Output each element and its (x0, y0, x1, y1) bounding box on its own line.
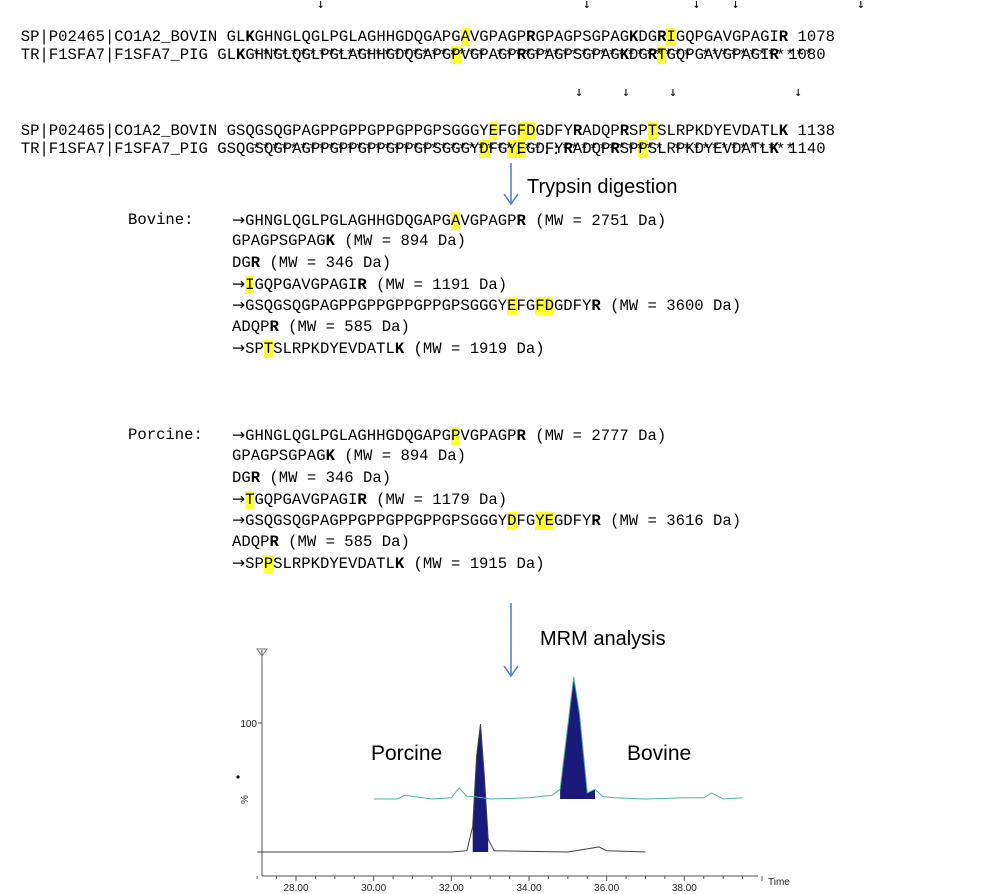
alignment-row: TR|F1SFA7|F1SFA7_PIG GSQGSQGPAGPPGPPGPPG… (2, 122, 826, 158)
flow-arrow-mrm (503, 603, 519, 678)
peptide-sequence: GHNGLQGLPGLAGHHGDQGAPGPVGPAGPR (245, 427, 526, 445)
sequence-name: SP|P02465|CO1A2_BOVIN (20, 122, 218, 140)
peptide-line: →GSQGSQGPAGPPGPPGPPGPPGPSGGGYDFGYEGDFYR … (232, 510, 741, 531)
peptide-line: ADQPR (MW = 585 Da) (232, 317, 410, 337)
peptide-line: →IGQPGAVGPAGIR (MW = 1191 Da) (232, 274, 507, 295)
y-tick-label: 100 (240, 719, 257, 730)
peptide-mw: (MW = 1919 Da) (404, 339, 545, 358)
selected-peptide-arrow-icon: → (232, 211, 246, 229)
sequence-end-position: 1140 (788, 140, 826, 158)
mrm-analysis-label: MRM analysis (540, 628, 666, 650)
peptide-mw: (MW = 3600 Da) (600, 297, 742, 316)
peptide-mw: (MW = 894 Da) (334, 447, 466, 466)
peptide-sequence: TGQPGAVGPAGIR (245, 490, 367, 509)
peptide-mw: (MW = 2751 Da) (525, 212, 667, 230)
group-label-bovine: Bovine: (128, 211, 194, 229)
peptide-mw: (MW = 894 Da) (334, 232, 466, 251)
mrm-chromatogram: 28.00 30.00 32.00 34.00 36.00 38.00 Time 100% Po… (236, 648, 790, 894)
x-tick-label: 36.00 (594, 883, 619, 894)
alignment-row: SP|P02465|CO1A2_BOVIN GSQGSQGPAGPPGPPGPP… (2, 104, 835, 140)
chromatogram-trace (373, 676, 743, 800)
x-tick-label: 34.00 (516, 883, 541, 894)
selected-peptide-arrow-icon: → (232, 511, 246, 530)
sequence-end-position: 1078 (797, 28, 835, 46)
peptide-line: →TGQPGAVGPAGIR (MW = 1179 Da) (232, 489, 507, 510)
alignment-row: SP|P02465|CO1A2_BOVIN GLKGHNGLQGLPGLAGHH… (2, 10, 835, 46)
peptide-sequence: SPTSLRPKDYEVDATLK (245, 339, 405, 358)
peak-fill (472, 724, 489, 852)
peptide-sequence: ADQPR (232, 317, 279, 336)
flow-arrow-digestion (503, 163, 519, 206)
consensus-line: ****************************:**::*******… (252, 141, 795, 159)
peptide-line: DGR (MW = 346 Da) (232, 253, 391, 273)
sequence-name: TR|F1SFA7|F1SFA7_PIG (20, 46, 208, 64)
selected-peptide-arrow-icon: → (232, 426, 246, 444)
selected-peptide-arrow-icon: → (232, 553, 246, 572)
peptide-sequence: GHNGLQGLPGLAGHHGDQGAPGAVGPAGPR (245, 212, 526, 230)
sequence-name: TR|F1SFA7|F1SFA7_PIG (20, 140, 208, 158)
stray-dot (236, 775, 240, 779)
peptide-line: →SPTSLRPKDYEVDATLK (MW = 1919 Da) (232, 338, 545, 359)
aligned-sequence: GSQGSQGPAGPPGPPGPPGPPGPSGGGYDFGYEGDFYRAD… (217, 140, 779, 158)
peptide-line: →GHNGLQGLPGLAGHHGDQGAPGAVGPAGPR (MW = 27… (232, 210, 666, 231)
peptide-mw: (MW = 346 Da) (260, 253, 392, 272)
alignment-row: TR|F1SFA7|F1SFA7_PIG GLKGHNGLQGLPGLAGHHG… (2, 28, 826, 64)
y-axis-label: % (240, 795, 251, 804)
peptide-mw: (MW = 585 Da) (278, 317, 410, 336)
cleavage-arrows-block-1: ↓ ↓ ↓ ↓ ↓ (262, 0, 865, 12)
selected-peptide-arrow-icon: → (232, 274, 246, 293)
peak-fill (560, 677, 595, 799)
peptide-line: ADQPR (MW = 585 Da) (232, 532, 410, 552)
peptide-line: DGR (MW = 346 Da) (232, 468, 391, 488)
peptide-sequence: ADQPR (232, 532, 279, 551)
peptide-sequence: GSQGSQGPAGPPGPPGPPGPPGPSGGGYDFGYEGDFYR (245, 512, 601, 531)
consensus-line: ************************* **************… (252, 47, 814, 65)
peptide-sequence: GPAGPSGPAGK (232, 232, 335, 251)
selected-peptide-arrow-icon: → (232, 296, 246, 315)
peptide-mw: (MW = 585 Da) (278, 532, 410, 551)
aligned-sequence: GLKGHNGLQGLPGLAGHHGDQGAPGAVGPAGPRGPAGPSG… (226, 28, 789, 46)
aligned-sequence: GSQGSQGPAGPPGPPGPPGPPGPSGGGYEFGFDGDFYRAD… (226, 122, 789, 140)
peptide-mw: (MW = 3616 Da) (600, 512, 742, 531)
peptide-line: →GHNGLQGLPGLAGHHGDQGAPGPVGPAGPR (MW = 27… (232, 425, 666, 446)
peptide-line: →SPPSLRPKDYEVDATLK (MW = 1915 Da) (232, 553, 545, 574)
peptide-mw: (MW = 1179 Da) (366, 490, 508, 509)
aligned-sequence: GLKGHNGLQGLPGLAGHHGDQGAPGPVGPAGPRGPAGPSG… (217, 46, 779, 64)
cleavage-arrows-block-2: ↓ ↓ ↓ ↓ (262, 85, 803, 100)
peptide-sequence: GSQGSQGPAGPPGPPGPPGPPGPSGGGYEFGFDGDFYR (245, 297, 601, 316)
y-axis-marker (256, 648, 268, 657)
peptide-sequence: GPAGPSGPAGK (232, 447, 335, 466)
sequence-end-position: 1080 (788, 46, 826, 64)
peptide-line: GPAGPSGPAGK (MW = 894 Da) (232, 446, 466, 466)
trypsin-digestion-label: Trypsin digestion (527, 176, 678, 198)
peptide-sequence: DGR (232, 468, 261, 487)
x-tick-label: 38.00 (672, 883, 697, 894)
chromatogram-trace (257, 723, 646, 853)
peptide-mw: (MW = 1915 Da) (404, 554, 545, 573)
x-tick-label: 32.00 (439, 883, 464, 894)
x-axis-label: Time (768, 877, 790, 888)
sequence-name: SP|P02465|CO1A2_BOVIN (20, 28, 218, 46)
peptide-line: →GSQGSQGPAGPPGPPGPPGPPGPSGGGYEFGFDGDFYR … (232, 295, 741, 316)
selected-peptide-arrow-icon: → (232, 489, 246, 508)
sequence-end-position: 1138 (797, 122, 835, 140)
peptide-mw: (MW = 1191 Da) (366, 275, 508, 294)
peptide-line: GPAGPSGPAGK (MW = 894 Da) (232, 231, 466, 251)
selected-peptide-arrow-icon: → (232, 338, 246, 357)
peak-annotation: Porcine (371, 742, 442, 765)
peptide-sequence: DGR (232, 253, 261, 272)
x-tick-label: 28.00 (283, 883, 308, 894)
group-label-porcine: Porcine: (128, 426, 203, 444)
x-tick-label: 30.00 (361, 883, 386, 894)
peptide-mw: (MW = 2777 Da) (525, 427, 667, 445)
peptide-sequence: SPPSLRPKDYEVDATLK (245, 554, 405, 573)
peak-annotation: Bovine (627, 742, 691, 765)
peptide-sequence: IGQPGAVGPAGIR (245, 275, 367, 294)
peptide-mw: (MW = 346 Da) (260, 468, 392, 487)
